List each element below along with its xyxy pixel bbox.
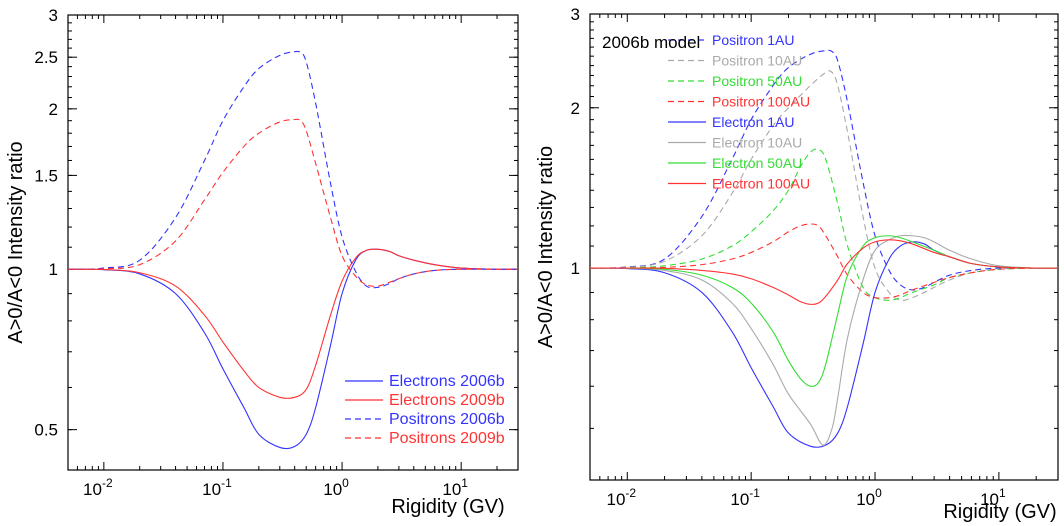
right-y-axis-label: A>0/A<0 Intensity ratio [535,146,557,348]
left-y-minor-ticks [68,22,518,431]
x-tick-exponent: 0 [342,476,349,490]
right-series-group [590,49,1058,448]
x-tick-base: 10 [856,490,875,509]
x-tick-exponent: 0 [875,486,882,500]
left-plot-frame [67,14,519,471]
legend-label-electron-1au: Electron 1AU [712,114,794,130]
left-y-tick-label: 2 [49,100,58,119]
left-y-tick-label: 2.5 [34,48,58,67]
x-tick-exponent: -2 [625,486,636,500]
right-x-axis-label: Rigidity (GV) [943,501,1056,523]
x-tick-base: 10 [202,480,221,499]
legend-label-electron-10au: Electron 10AU [712,135,802,151]
right-y-tick-label: 3 [571,5,580,24]
right-series-electron-50au [590,235,1058,387]
left-y-tick-label: 3 [49,6,58,25]
legend-label-electron-50au: Electron 50AU [712,155,802,171]
x-tick-exponent: -2 [102,476,113,490]
legend-label-positrons-2009b: Positrons 2009b [389,430,505,447]
legend-label-positron-1au: Positron 1AU [712,32,794,48]
left-y-axis-label: A>0/A<0 Intensity ratio [5,141,27,343]
right-y-tick-label: 2 [571,99,580,118]
left-y-tick-label: 0.5 [34,421,58,440]
right-model-annotation: 2006b model [602,33,700,52]
legend-label-positrons-2006b: Positrons 2006b [389,411,505,428]
legend-label-positron-10au: Positron 10AU [712,53,802,69]
left-x-tick-label: 10-2 [83,476,113,499]
right-x-tick-label: 10-1 [730,486,760,509]
x-tick-base: 10 [606,490,625,509]
x-tick-exponent: 1 [461,476,468,490]
left-x-minor-ticks [76,15,498,470]
x-tick-exponent: -1 [221,476,232,490]
left-x-tick-label: 101 [442,476,468,499]
left-y-tick-label: 1.5 [34,166,58,185]
left-x-tick-label: 100 [323,476,349,499]
legend-label-electron-100au: Electron 100AU [712,176,810,192]
right-x-tick-label: 100 [856,486,882,509]
legend-label-positron-50au: Positron 50AU [712,73,802,89]
legend-label-positron-100au: Positron 100AU [712,94,810,110]
right-series-electron-1au [590,241,1058,448]
right-y-minor-ticks [590,21,1058,429]
left-series-positrons-2006b [68,50,518,289]
right-series-electron-100au [590,239,1058,305]
x-tick-exponent: 1 [999,486,1006,500]
right-x-minor-ticks [599,14,1037,480]
right-series-positron-1au [590,49,1058,291]
right-series-positron-10au [590,70,1058,302]
legend-label-electrons-2009b: Electrons 2009b [389,392,505,409]
x-tick-base: 10 [442,480,461,499]
x-tick-base: 10 [83,480,102,499]
right-series-electron-10au [590,234,1058,446]
x-tick-exponent: -1 [749,486,760,500]
left-series-electrons-2009b [68,248,518,399]
right-series-positron-50au [590,148,1058,301]
left-series-group [68,50,518,450]
left-legend: Electrons 2006b Electrons 2009b Positrons … [345,373,505,447]
x-tick-base: 10 [980,490,999,509]
left-series-positrons-2009b [68,118,518,287]
right-y-tick-label: 1 [571,259,580,278]
right-x-tick-label: 101 [980,486,1006,509]
right-series-positron-100au [590,223,1058,299]
left-x-axis-label: Rigidity (GV) [391,496,504,518]
legend-label-electrons-2006b: Electrons 2006b [389,373,505,390]
right-plot-frame [589,13,1059,481]
right-x-tick-label: 10-2 [606,486,636,509]
left-x-tick-label: 10-1 [202,476,232,499]
right-legend: Positron 1AU Positron 10AU Positron 50AU Po… [668,32,810,192]
x-tick-base: 10 [730,490,749,509]
left-y-tick-label: 1 [49,260,58,279]
x-tick-base: 10 [323,480,342,499]
